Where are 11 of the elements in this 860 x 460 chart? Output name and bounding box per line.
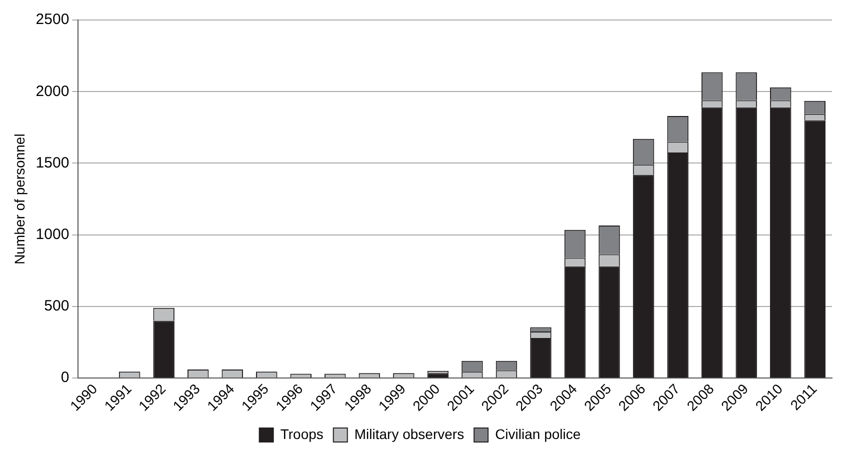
y-tick-label: 2500 [36, 11, 70, 28]
legend-label: Troops [280, 426, 324, 442]
y-tick-label: 1000 [36, 226, 70, 243]
bar [427, 373, 449, 378]
y-tick-label: 0 [60, 369, 70, 386]
y-tick-label: 2000 [36, 82, 70, 100]
y-tick-label: 1500 [36, 154, 70, 172]
legend-label: Civilian police [495, 426, 581, 442]
y-tick-label: 500 [44, 298, 70, 315]
y-axis-title: Number of personnel [11, 134, 28, 264]
legend-label: Military observers [354, 426, 464, 442]
